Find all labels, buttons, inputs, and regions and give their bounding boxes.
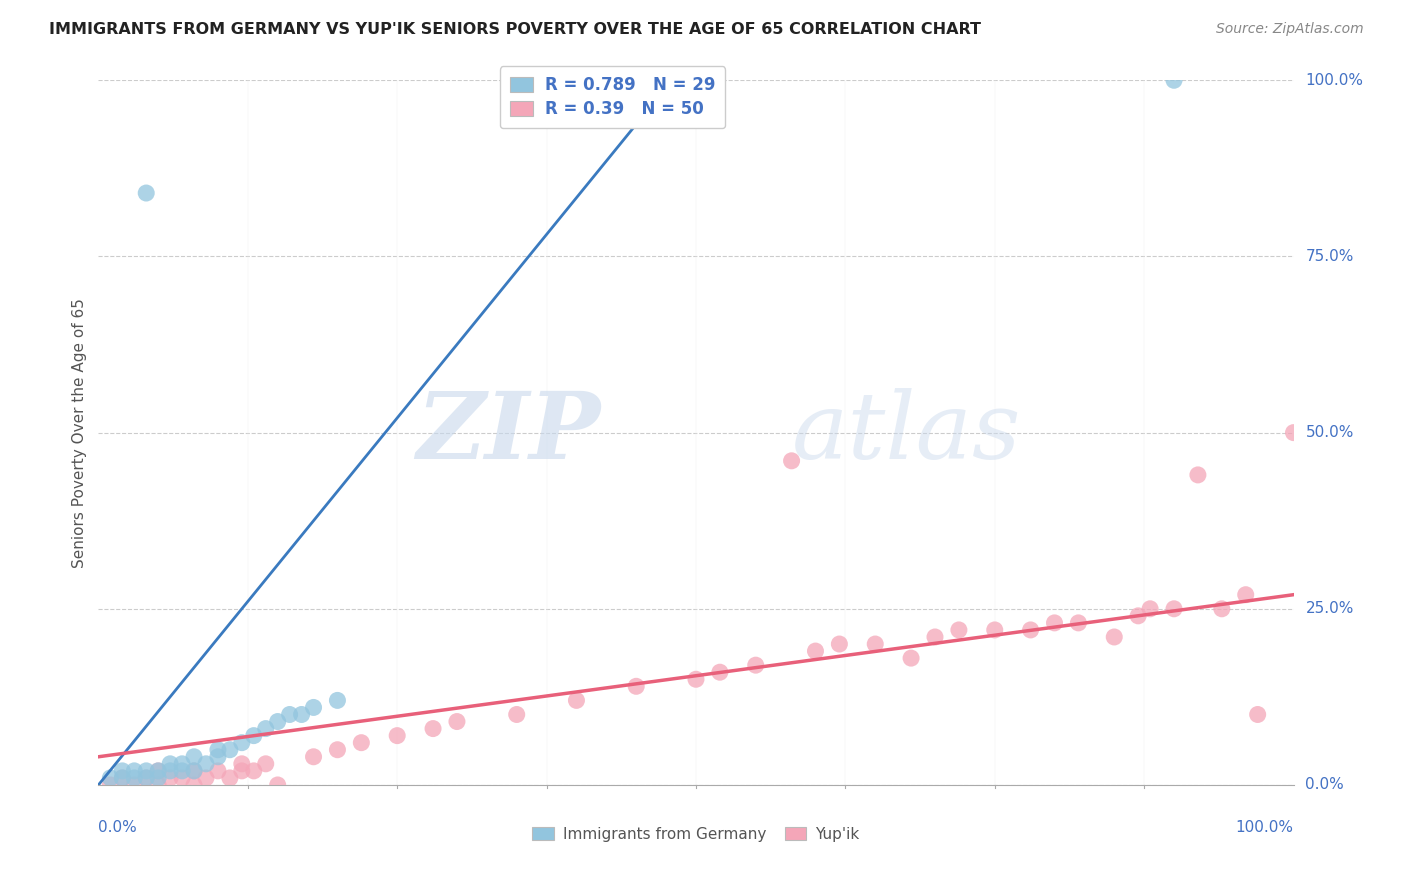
- Point: [231, 756, 253, 771]
- Point: [243, 729, 266, 743]
- Point: [207, 749, 229, 764]
- Point: [900, 651, 922, 665]
- Point: [278, 707, 301, 722]
- Text: 25.0%: 25.0%: [1306, 601, 1354, 616]
- Point: [135, 771, 157, 785]
- Point: [709, 665, 731, 680]
- Point: [924, 630, 946, 644]
- Point: [422, 722, 444, 736]
- Point: [1163, 73, 1185, 87]
- Point: [1043, 615, 1066, 630]
- Point: [231, 764, 253, 778]
- Point: [948, 623, 970, 637]
- Point: [135, 771, 157, 785]
- Point: [780, 454, 803, 468]
- Point: [326, 742, 349, 756]
- Point: [1234, 588, 1257, 602]
- Text: 75.0%: 75.0%: [1306, 249, 1354, 264]
- Point: [350, 736, 373, 750]
- Text: atlas: atlas: [792, 388, 1021, 477]
- Point: [1067, 615, 1090, 630]
- Point: [159, 756, 181, 771]
- Text: 100.0%: 100.0%: [1236, 821, 1294, 835]
- Legend: Immigrants from Germany, Yup'ik: Immigrants from Germany, Yup'ik: [526, 821, 866, 847]
- Point: [148, 778, 170, 792]
- Point: [219, 742, 242, 756]
- Point: [1211, 601, 1233, 615]
- Point: [159, 764, 181, 778]
- Point: [326, 693, 349, 707]
- Point: [243, 764, 266, 778]
- Point: [1128, 608, 1150, 623]
- Point: [1282, 425, 1305, 440]
- Point: [302, 749, 325, 764]
- Point: [135, 186, 157, 200]
- Point: [172, 764, 194, 778]
- Point: [183, 764, 205, 778]
- Point: [135, 764, 157, 778]
- Text: Source: ZipAtlas.com: Source: ZipAtlas.com: [1216, 22, 1364, 37]
- Point: [302, 700, 325, 714]
- Point: [148, 764, 170, 778]
- Point: [98, 771, 122, 785]
- Point: [124, 771, 146, 785]
- Point: [195, 756, 218, 771]
- Point: [124, 764, 146, 778]
- Text: IMMIGRANTS FROM GERMANY VS YUP'IK SENIORS POVERTY OVER THE AGE OF 65 CORRELATION: IMMIGRANTS FROM GERMANY VS YUP'IK SENIOR…: [49, 22, 981, 37]
- Point: [291, 707, 314, 722]
- Point: [148, 764, 170, 778]
- Text: ZIP: ZIP: [416, 388, 600, 477]
- Point: [219, 771, 242, 785]
- Text: 0.0%: 0.0%: [1306, 778, 1344, 792]
- Point: [195, 771, 218, 785]
- Point: [124, 778, 146, 792]
- Point: [207, 764, 229, 778]
- Point: [565, 693, 588, 707]
- Point: [183, 764, 205, 778]
- Point: [1163, 601, 1185, 615]
- Text: 100.0%: 100.0%: [1306, 73, 1364, 87]
- Point: [183, 778, 205, 792]
- Point: [254, 722, 277, 736]
- Point: [865, 637, 887, 651]
- Point: [804, 644, 827, 658]
- Point: [172, 771, 194, 785]
- Point: [207, 742, 229, 756]
- Point: [446, 714, 468, 729]
- Point: [1104, 630, 1126, 644]
- Point: [159, 771, 181, 785]
- Text: 0.0%: 0.0%: [98, 821, 138, 835]
- Point: [231, 736, 253, 750]
- Text: 50.0%: 50.0%: [1306, 425, 1354, 440]
- Point: [685, 673, 707, 687]
- Point: [267, 714, 290, 729]
- Point: [111, 771, 134, 785]
- Point: [828, 637, 851, 651]
- Point: [626, 679, 648, 693]
- Point: [745, 658, 768, 673]
- Point: [506, 707, 529, 722]
- Point: [1187, 467, 1209, 482]
- Point: [111, 771, 134, 785]
- Point: [111, 764, 134, 778]
- Point: [254, 756, 277, 771]
- Point: [267, 778, 290, 792]
- Point: [172, 756, 194, 771]
- Point: [148, 771, 170, 785]
- Y-axis label: Seniors Poverty Over the Age of 65: Seniors Poverty Over the Age of 65: [72, 298, 87, 567]
- Point: [385, 729, 409, 743]
- Point: [183, 749, 205, 764]
- Point: [1139, 601, 1161, 615]
- Point: [1019, 623, 1042, 637]
- Point: [984, 623, 1007, 637]
- Point: [1247, 707, 1270, 722]
- Point: [98, 778, 122, 792]
